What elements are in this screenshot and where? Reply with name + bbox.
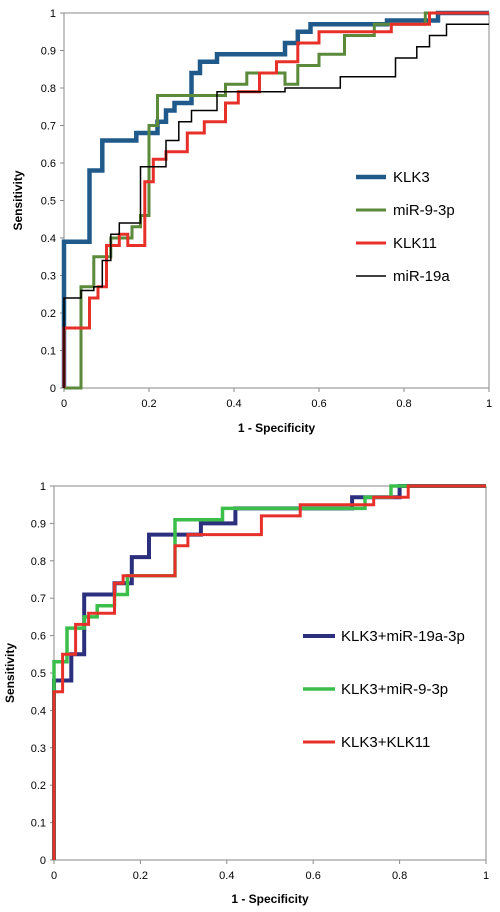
x-tick-label: 0.8 (392, 870, 407, 882)
x-tick-label: 0.6 (306, 870, 321, 882)
series-line-klk11 (62, 11, 489, 388)
y-tick-label: 0.2 (41, 308, 56, 320)
series-line-klk3-mir-9-3p (52, 484, 486, 860)
y-tick-label: 0 (40, 855, 46, 867)
y-tick-label: 0.5 (41, 196, 56, 208)
y-tick-label: 0.3 (41, 271, 56, 283)
y-tick-label: 0.7 (31, 593, 46, 605)
x-tick-label: 0.6 (311, 398, 326, 410)
y-tick-label: 1 (50, 8, 56, 20)
y-tick-label: 0.1 (31, 818, 46, 830)
x-tick-label: 0 (51, 870, 57, 882)
x-tick-label: 0.4 (226, 398, 241, 410)
x-tick-label: 1 (483, 870, 489, 882)
y-tick-label: 0.8 (41, 83, 56, 95)
y-tick-label: 0.6 (31, 631, 46, 643)
plot-frame (53, 485, 487, 861)
series-line-klk3-mir-19a-3p (52, 484, 486, 860)
x-tick-label: 0.2 (133, 870, 148, 882)
x-tick-label: 1 (486, 398, 492, 410)
y-tick-label: 1 (40, 481, 46, 493)
legend: KLK3+miR-19a-3p KLK3+miR-9-3p KLK3+KLK11 (303, 628, 465, 751)
series-line-klk3-klk11 (52, 484, 486, 860)
y-tick-label: 0.4 (31, 705, 46, 717)
roc-chart-1: 0 0.1 0.2 0.3 0.4 0.5 0.6 0.7 0.8 0.9 1 0 0.2 0.4 0.6 0… (11, 8, 492, 435)
y-tick-label: 0.7 (41, 121, 56, 133)
y-tick-label: 0.9 (31, 518, 46, 530)
roc-chart-2: 0 0.1 0.2 0.3 0.4 0.5 0.6 0.7 0.8 0.9 1 0 0.2 0.4 0.6 0… (3, 481, 489, 906)
x-axis-label: 1 - Specificity (238, 421, 316, 435)
x-tick-label: 0.4 (219, 870, 234, 882)
y-tick-label: 0.5 (31, 668, 46, 680)
series-line-klk3 (61, 10, 489, 388)
x-tick-label: 0.8 (396, 398, 411, 410)
y-tick-label: 0.8 (31, 556, 46, 568)
legend-label: KLK3+miR-19a-3p (341, 628, 465, 645)
y-tick-label: 0.6 (41, 158, 56, 170)
x-tick-label: 0.2 (141, 398, 156, 410)
y-axis-label: Sensitivity (11, 170, 25, 230)
legend-label: KLK3+KLK11 (341, 734, 430, 751)
x-axis-label: 1 - Specificity (231, 892, 309, 906)
legend: KLK3 miR-9-3p KLK11 miR-19a (356, 169, 455, 285)
y-tick-label: 0.4 (41, 233, 56, 245)
y-tick-label: 0 (50, 383, 56, 395)
x-tick-label: 0 (61, 398, 67, 410)
series-line-mir-19a (63, 23, 489, 388)
legend-label: miR-9-3p (393, 202, 455, 219)
legend-label: KLK11 (393, 235, 437, 252)
y-tick-label: 0.1 (41, 346, 56, 358)
legend-label: KLK3 (393, 169, 430, 186)
legend-label: miR-19a (393, 268, 450, 285)
y-tick-label: 0.2 (31, 780, 46, 792)
y-axis-label: Sensitivity (3, 643, 17, 703)
legend-label: KLK3+miR-9-3p (341, 681, 448, 698)
y-tick-label: 0.3 (31, 743, 46, 755)
y-tick-label: 0.9 (41, 46, 56, 58)
